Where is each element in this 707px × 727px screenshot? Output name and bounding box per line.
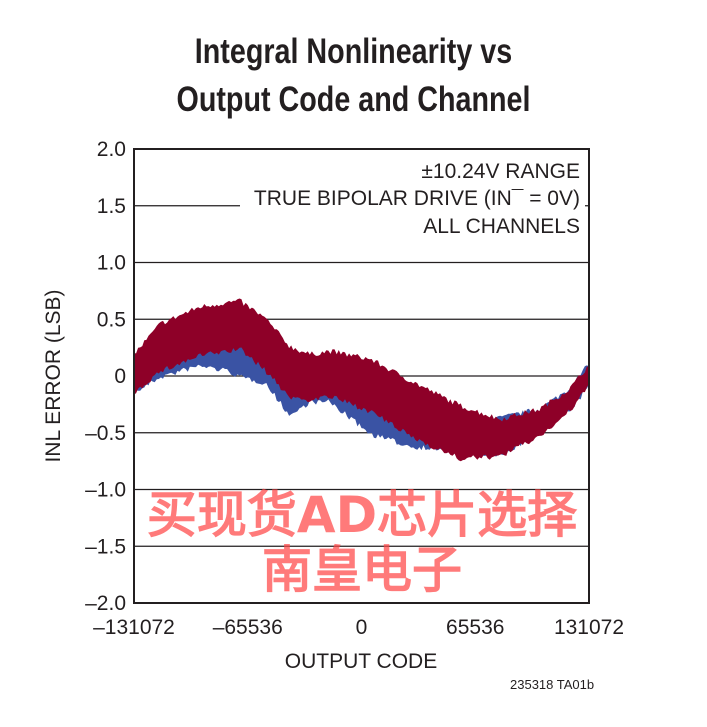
x-tick-label: –65536 (213, 616, 283, 639)
watermark: 买现货AD芯片选择南皇电子 (146, 486, 578, 599)
y-tick-label: –1.5 (85, 535, 126, 558)
figure-code: 235318 TA01b (510, 677, 595, 692)
y-tick-label: –2.0 (85, 592, 126, 615)
x-tick-label: 65536 (446, 616, 504, 639)
x-tick-label: 0 (356, 616, 368, 639)
y-axis-label: INL ERROR (LSB) (42, 289, 65, 462)
y-tick-label: –1.0 (85, 479, 126, 502)
chart-title-line-2: Output Code and Channel (176, 80, 531, 119)
y-tick-label: 2.0 (97, 138, 126, 161)
chart-title-line-1: Integral Nonlinearity vs (194, 32, 513, 71)
band-red-channels (134, 298, 589, 462)
y-tick-label: 0.5 (97, 308, 126, 331)
y-tick-label: 0 (114, 365, 126, 388)
x-tick-label: 131072 (554, 616, 624, 639)
y-tick-label: 1.5 (97, 195, 126, 218)
plot-frame (133, 148, 590, 604)
x-axis-label: OUTPUT CODE (285, 650, 437, 673)
annotation-channels: ALL CHANNELS (423, 215, 580, 238)
y-tick-label: 1.0 (97, 252, 126, 275)
x-tick-label: –131072 (93, 616, 175, 639)
annotation-background (240, 155, 585, 243)
annotation-drive: TRUE BIPOLAR DRIVE (IN¯ = 0V) (254, 187, 580, 210)
y-tick-label: –0.5 (85, 422, 126, 445)
annotation-range: ±10.24V RANGE (421, 160, 580, 183)
